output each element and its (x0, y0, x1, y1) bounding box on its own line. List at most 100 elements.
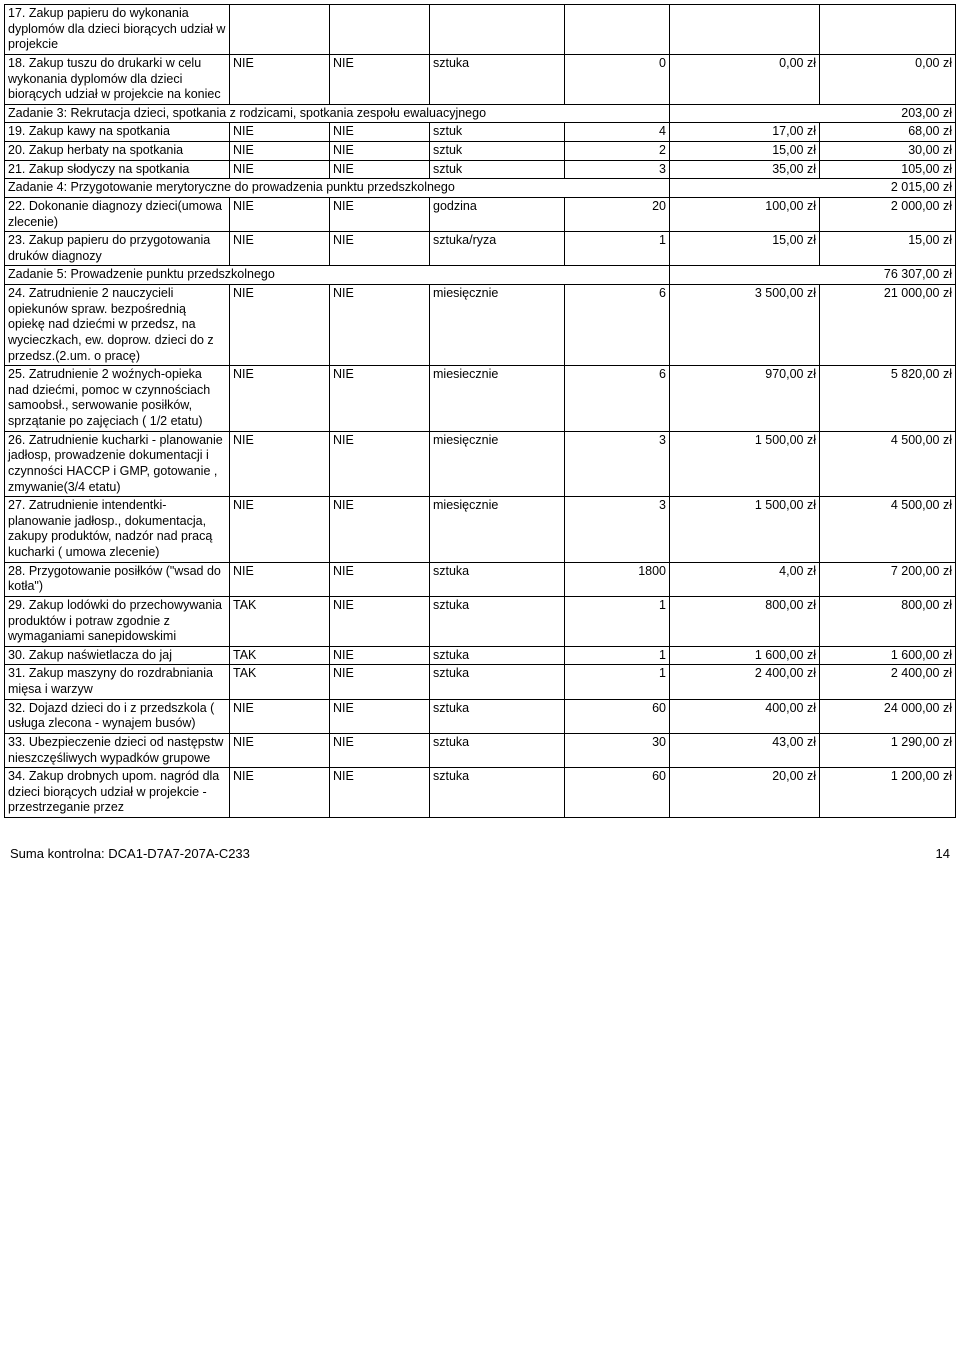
table-row: 25. Zatrudnienie 2 woźnych-opieka nad dz… (5, 366, 956, 432)
row-unit-price: 0,00 zł (670, 54, 820, 104)
row-qty (565, 5, 670, 55)
row-qty: 4 (565, 123, 670, 142)
row-unit: miesięcznie (430, 497, 565, 563)
row-description: 31. Zakup maszyny do rozdrabniania mięsa… (5, 665, 230, 699)
row-col-a: NIE (230, 197, 330, 231)
row-col-b: NIE (330, 142, 430, 161)
row-col-a: NIE (230, 431, 330, 497)
row-unit-price: 15,00 zł (670, 142, 820, 161)
row-unit: sztuka (430, 562, 565, 596)
row-description: 17. Zakup papieru do wykonania dyplomów … (5, 5, 230, 55)
row-description: 34. Zakup drobnych upom. nagród dla dzie… (5, 768, 230, 818)
table-row: 33. Ubezpieczenie dzieci od następstw ni… (5, 733, 956, 767)
row-unit-price: 1 600,00 zł (670, 646, 820, 665)
row-qty: 3 (565, 431, 670, 497)
row-col-b: NIE (330, 54, 430, 104)
row-col-a: NIE (230, 123, 330, 142)
row-col-b (330, 5, 430, 55)
table-row: 32. Dojazd dzieci do i z przedszkola ( u… (5, 699, 956, 733)
row-col-b: NIE (330, 596, 430, 646)
section-row: Zadanie 5: Prowadzenie punktu przedszkol… (5, 266, 956, 285)
section-row: Zadanie 3: Rekrutacja dzieci, spotkania … (5, 104, 956, 123)
row-description: 32. Dojazd dzieci do i z przedszkola ( u… (5, 699, 230, 733)
budget-table: 17. Zakup papieru do wykonania dyplomów … (4, 4, 956, 818)
row-unit-price: 970,00 zł (670, 366, 820, 432)
row-qty: 1 (565, 646, 670, 665)
section-title: Zadanie 3: Rekrutacja dzieci, spotkania … (5, 104, 670, 123)
row-total: 1 290,00 zł (820, 733, 956, 767)
row-total: 4 500,00 zł (820, 431, 956, 497)
row-qty: 2 (565, 142, 670, 161)
row-col-b: NIE (330, 699, 430, 733)
row-total: 68,00 zł (820, 123, 956, 142)
row-description: 22. Dokonanie diagnozy dzieci(umowa zlec… (5, 197, 230, 231)
page-footer: Suma kontrolna: DCA1-D7A7-207A-C233 14 (4, 846, 956, 867)
row-unit-price: 17,00 zł (670, 123, 820, 142)
row-unit-price: 35,00 zł (670, 160, 820, 179)
table-row: 22. Dokonanie diagnozy dzieci(umowa zlec… (5, 197, 956, 231)
row-col-b: NIE (330, 733, 430, 767)
row-unit-price: 800,00 zł (670, 596, 820, 646)
row-col-a: NIE (230, 699, 330, 733)
row-total: 105,00 zł (820, 160, 956, 179)
row-col-b: NIE (330, 646, 430, 665)
page-number: 14 (936, 846, 950, 861)
table-row: 29. Zakup lodówki do przechowywania prod… (5, 596, 956, 646)
row-col-a: NIE (230, 160, 330, 179)
row-total: 5 820,00 zł (820, 366, 956, 432)
row-col-a: NIE (230, 366, 330, 432)
row-total: 30,00 zł (820, 142, 956, 161)
row-description: 25. Zatrudnienie 2 woźnych-opieka nad dz… (5, 366, 230, 432)
table-row: 21. Zakup słodyczy na spotkaniaNIENIEszt… (5, 160, 956, 179)
row-unit: miesięcznie (430, 431, 565, 497)
row-unit: sztuka (430, 699, 565, 733)
row-unit (430, 5, 565, 55)
checksum-text: Suma kontrolna: DCA1-D7A7-207A-C233 (10, 846, 250, 861)
row-col-b: NIE (330, 366, 430, 432)
row-qty: 0 (565, 54, 670, 104)
row-total: 1 600,00 zł (820, 646, 956, 665)
row-unit-price: 43,00 zł (670, 733, 820, 767)
row-unit: sztuka (430, 733, 565, 767)
row-total: 24 000,00 zł (820, 699, 956, 733)
row-unit: miesiecznie (430, 366, 565, 432)
row-description: 28. Przygotowanie posiłków ("wsad do kot… (5, 562, 230, 596)
table-row: 26. Zatrudnienie kucharki - planowanie j… (5, 431, 956, 497)
row-unit-price: 1 500,00 zł (670, 497, 820, 563)
row-unit: sztuk (430, 123, 565, 142)
row-unit-price: 4,00 zł (670, 562, 820, 596)
row-total: 15,00 zł (820, 232, 956, 266)
row-total: 2 000,00 zł (820, 197, 956, 231)
row-col-b: NIE (330, 123, 430, 142)
row-unit: miesięcznie (430, 285, 565, 366)
row-qty: 60 (565, 699, 670, 733)
row-qty: 1800 (565, 562, 670, 596)
row-col-b: NIE (330, 197, 430, 231)
row-unit-price (670, 5, 820, 55)
row-col-b: NIE (330, 768, 430, 818)
row-col-a: NIE (230, 54, 330, 104)
row-description: 26. Zatrudnienie kucharki - planowanie j… (5, 431, 230, 497)
row-qty: 60 (565, 768, 670, 818)
row-qty: 1 (565, 232, 670, 266)
row-unit-price: 15,00 zł (670, 232, 820, 266)
row-col-a: NIE (230, 562, 330, 596)
row-description: 27. Zatrudnienie intendentki-planowanie … (5, 497, 230, 563)
row-col-b: NIE (330, 497, 430, 563)
section-row: Zadanie 4: Przygotowanie merytoryczne do… (5, 179, 956, 198)
row-unit-price: 20,00 zł (670, 768, 820, 818)
row-unit-price: 1 500,00 zł (670, 431, 820, 497)
row-total: 21 000,00 zł (820, 285, 956, 366)
row-col-a: NIE (230, 733, 330, 767)
row-qty: 6 (565, 285, 670, 366)
row-total: 800,00 zł (820, 596, 956, 646)
section-total: 203,00 zł (670, 104, 956, 123)
row-qty: 1 (565, 596, 670, 646)
row-col-a: TAK (230, 596, 330, 646)
row-col-a: NIE (230, 232, 330, 266)
row-unit-price: 2 400,00 zł (670, 665, 820, 699)
row-total: 2 400,00 zł (820, 665, 956, 699)
row-description: 24. Zatrudnienie 2 nauczycieli opiekunów… (5, 285, 230, 366)
table-row: 28. Przygotowanie posiłków ("wsad do kot… (5, 562, 956, 596)
row-unit: sztuka (430, 646, 565, 665)
